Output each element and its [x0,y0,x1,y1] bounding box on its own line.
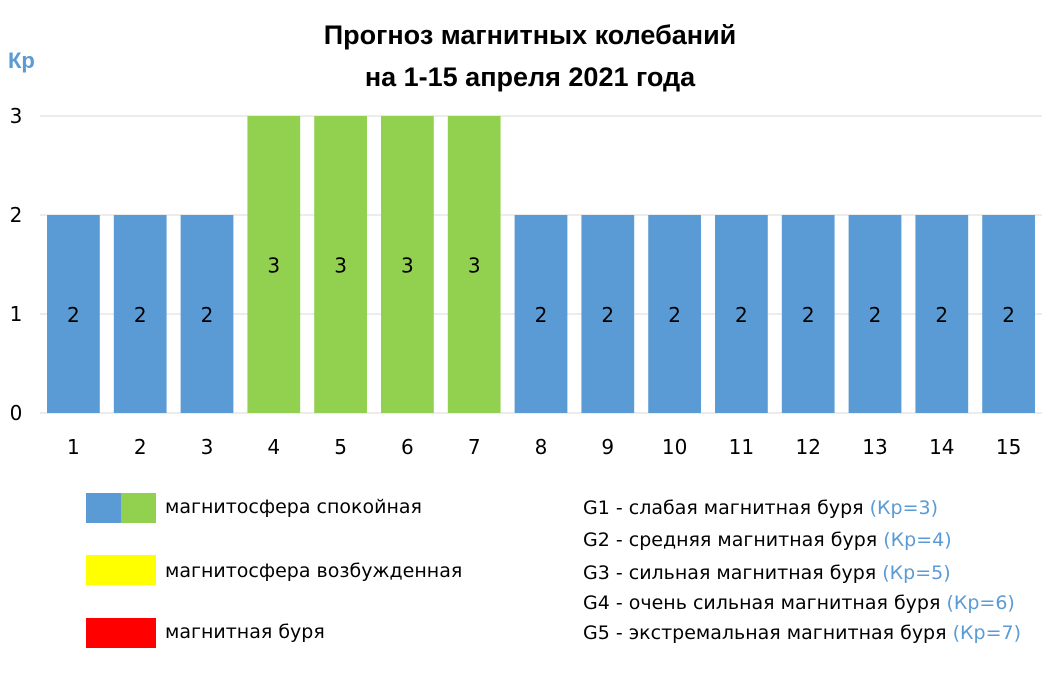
x-tick-label-11: 11 [729,435,754,459]
bar-day-12 [781,215,835,413]
data-label-day-5: 3 [334,254,347,278]
data-label-day-7: 3 [468,254,481,278]
storm-scale-g2: G2 - средняя магнитная буря (Кр=4) [583,529,952,551]
bar-day-9 [581,215,635,413]
storm-scale-g3-kp: (Кр=5) [882,562,951,584]
x-tick-label-4: 4 [267,435,280,459]
x-tick-label-2: 2 [134,435,147,459]
data-label-day-4: 3 [267,254,280,278]
legend-label-storm: магнитная буря [165,621,325,643]
storm-scale-g5-kp: (Кр=7) [952,622,1021,644]
storm-scale-g3: G3 - сильная магнитная буря (Кр=5) [583,562,951,584]
bar-day-5 [314,116,367,413]
storm-scale-g1: G1 - слабая магнитная буря (Кр=3) [583,497,938,519]
legend-swatch-calm-green [121,493,156,523]
bar-day-14 [915,215,969,413]
data-label-day-15: 2 [1002,303,1015,327]
data-label-day-12: 2 [802,303,815,327]
data-label-day-1: 2 [67,303,80,327]
bar-day-1 [47,215,100,413]
data-label-day-14: 2 [935,303,948,327]
x-tick-label-1: 1 [67,435,80,459]
storm-scale-g5-text: G5 - экстремальная магнитная буря [583,622,947,644]
data-label-day-10: 2 [668,303,681,327]
data-label-day-8: 2 [535,303,548,327]
storm-scale-g1-text: G1 - слабая магнитная буря [583,497,864,519]
legend-label-calm: магнитосфера спокойная [165,496,422,518]
chart-title-line1: Прогноз магнитных колебаний [323,20,737,50]
legend-swatch-storm [86,618,156,648]
storm-scale-g5: G5 - экстремальная магнитная буря (Кр=7) [583,622,1021,644]
data-label-day-2: 2 [134,303,147,327]
data-label-day-3: 2 [201,303,214,327]
x-tick-label-6: 6 [401,435,414,459]
storm-scale-g4: G4 - очень сильная магнитная буря (Кр=6) [583,592,1015,614]
chart-title-line2: на 1-15 апреля 2021 года [364,62,696,92]
storm-scale-g2-text: G2 - средняя магнитная буря [583,529,878,551]
data-label-day-6: 3 [401,254,414,278]
data-label-day-11: 2 [735,303,748,327]
x-tick-label-7: 7 [468,435,481,459]
bar-day-2 [113,215,167,413]
y-tick-label-2: 2 [10,203,23,227]
data-label-day-13: 2 [869,303,882,327]
legend-label-excited: магнитосфера возбужденная [165,560,463,582]
bar-day-11 [715,215,768,413]
bar-day-15 [982,215,1035,413]
storm-scale-g1-kp: (Кр=3) [869,497,939,519]
legend-swatch-excited [86,555,156,585]
y-tick-label-0: 0 [10,401,23,425]
x-tick-label-12: 12 [795,435,820,459]
data-label-day-9: 2 [601,303,614,327]
bar-day-7 [447,116,501,413]
bar-day-8 [514,215,568,413]
bar-day-10 [648,215,701,413]
bar-day-4 [247,116,301,413]
x-tick-label-5: 5 [334,435,347,459]
chart-title: Прогноз магнитных колебаний на 1-15 апре… [200,14,860,98]
storm-scale-g4-kp: (Кр=6) [946,592,1015,614]
storm-scale-g2-kp: (Кр=4) [883,529,952,551]
legend-swatch-calm-blue [86,493,121,523]
x-tick-label-15: 15 [996,435,1021,459]
bar-day-3 [180,215,234,413]
legend-swatch-calm [86,493,156,523]
x-tick-label-13: 13 [862,435,887,459]
y-tick-label-1: 1 [10,302,23,326]
x-tick-label-3: 3 [201,435,214,459]
bar-day-13 [848,215,902,413]
storm-scale-g3-text: G3 - сильная магнитная буря [583,562,877,584]
x-tick-label-14: 14 [929,435,954,459]
x-tick-label-10: 10 [662,435,687,459]
storm-scale-g4-text: G4 - очень сильная магнитная буря [583,592,941,614]
x-tick-label-9: 9 [601,435,614,459]
bar-day-6 [381,116,434,413]
y-tick-label-3: 3 [10,104,23,128]
x-tick-label-8: 8 [535,435,548,459]
y-axis-label: Кр [8,48,35,73]
